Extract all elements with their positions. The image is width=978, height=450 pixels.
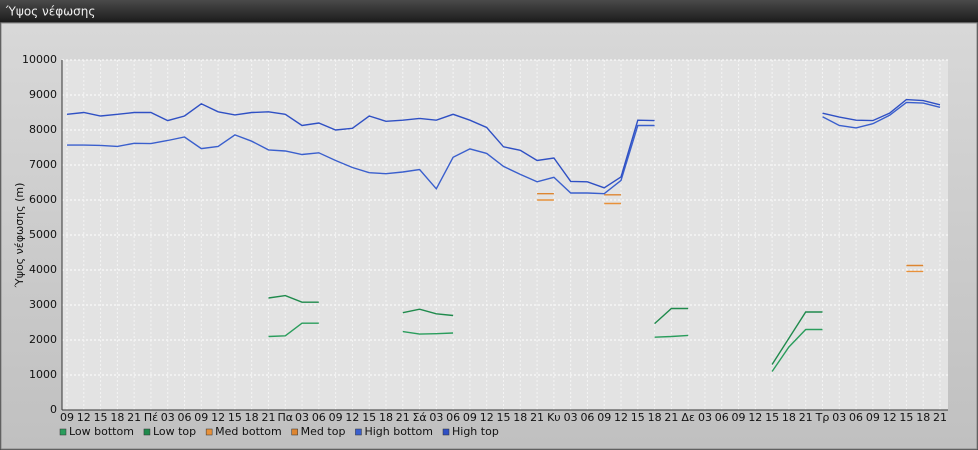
x-tick-label: 06 [178, 411, 192, 424]
x-tick-label: Κυ [547, 411, 561, 424]
x-tick-label: 12 [883, 411, 897, 424]
x-tick-label: 03 [564, 411, 578, 424]
x-tick-label: 09 [597, 411, 611, 424]
y-tick-label: 5000 [29, 228, 57, 241]
x-tick-label: 03 [832, 411, 846, 424]
x-tick-label: 18 [379, 411, 393, 424]
x-tick-label: 21 [933, 411, 947, 424]
legend-swatch [59, 428, 67, 436]
series-line [268, 294, 823, 365]
x-tick-label: 18 [110, 411, 124, 424]
y-tick-label: 1000 [29, 368, 57, 381]
legend-label: Low bottom [69, 425, 134, 438]
legend-label: High top [452, 425, 499, 438]
x-tick-label: 06 [446, 411, 460, 424]
y-tick-label: 7000 [29, 158, 57, 171]
x-tick-label: Σά [412, 411, 426, 424]
x-tick-label: 12 [211, 411, 225, 424]
x-tick-label: 09 [194, 411, 208, 424]
x-tick-label: 21 [799, 411, 813, 424]
x-tick-label: 06 [849, 411, 863, 424]
y-tick-label: 3000 [29, 298, 57, 311]
x-tick-label: 09 [732, 411, 746, 424]
x-tick-label: 15 [899, 411, 913, 424]
series-line [67, 101, 941, 195]
legend-swatch [355, 428, 362, 436]
x-tick-label: 09 [463, 411, 477, 424]
x-tick-label: 15 [94, 411, 108, 424]
x-tick-label: 03 [295, 411, 309, 424]
x-tick-label: 12 [480, 411, 494, 424]
series-line [537, 193, 924, 267]
y-tick-label: 8000 [29, 123, 57, 136]
x-tick-label: 21 [664, 411, 678, 424]
x-tick-label: Τρ [815, 411, 830, 424]
x-tick-label: 18 [648, 411, 662, 424]
x-tick-label: 09 [60, 411, 74, 424]
legend-label: Med bottom [215, 425, 282, 438]
x-tick-label: 09 [329, 411, 343, 424]
y-tick-label: 10000 [22, 53, 57, 66]
x-tick-label: 09 [866, 411, 880, 424]
y-tick-label: 2000 [29, 333, 57, 346]
series-line [66, 98, 941, 189]
x-tick-label: 21 [261, 411, 275, 424]
x-tick-label: 21 [127, 411, 141, 424]
x-tick-label: 15 [631, 411, 645, 424]
x-tick-label: 12 [614, 411, 628, 424]
window-title: Ύψος νέφωσης [5, 5, 95, 19]
x-tick-label: 12 [748, 411, 762, 424]
legend-swatch [442, 428, 450, 436]
x-tick-label: 18 [916, 411, 930, 424]
x-tick-label: 15 [228, 411, 242, 424]
legend-swatch [205, 428, 213, 436]
x-tick-label: 03 [161, 411, 175, 424]
x-tick-label: Πα [277, 411, 293, 424]
x-tick-label: 18 [782, 411, 796, 424]
legend-label: Low top [153, 425, 196, 438]
series-line [268, 322, 823, 372]
y-tick-label: 4000 [29, 263, 57, 276]
legend-label: High bottom [364, 425, 433, 438]
legend-label: Med top [301, 425, 346, 438]
x-tick-label: 15 [497, 411, 511, 424]
x-tick-label: 15 [362, 411, 376, 424]
x-tick-label: 06 [580, 411, 594, 424]
x-tick-label: 03 [698, 411, 712, 424]
y-tick-label: 9000 [29, 88, 57, 101]
x-tick-label: 21 [530, 411, 544, 424]
y-tick-label: 0 [50, 403, 57, 416]
x-tick-label: 12 [345, 411, 359, 424]
x-tick-label: 06 [715, 411, 729, 424]
title-bar [0, 0, 978, 22]
y-tick-label: 6000 [29, 193, 57, 206]
legend-swatch [143, 428, 151, 436]
x-tick-label: Πέ [144, 411, 158, 424]
legend-swatch [291, 428, 298, 436]
x-tick-label: 12 [77, 411, 91, 424]
x-tick-label: 18 [513, 411, 527, 424]
x-tick-label: 06 [312, 411, 326, 424]
y-axis-label: Ύψος νέφωσης (m) [13, 183, 26, 289]
x-tick-label: 21 [396, 411, 410, 424]
x-tick-label: 03 [429, 411, 443, 424]
series-line [537, 199, 924, 273]
x-tick-label: 15 [765, 411, 779, 424]
plot-area [62, 60, 948, 410]
x-tick-label: Δε [681, 411, 695, 424]
x-tick-label: 18 [245, 411, 259, 424]
